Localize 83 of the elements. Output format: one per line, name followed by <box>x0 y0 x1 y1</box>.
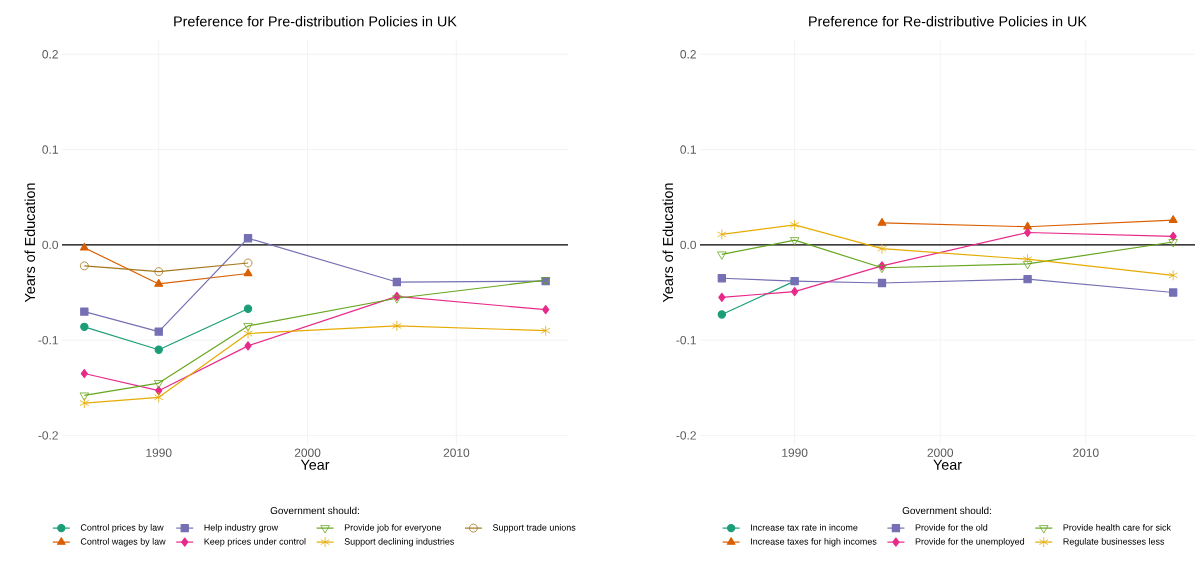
y-tick-label: -0.2 <box>38 431 58 440</box>
point <box>1023 221 1032 230</box>
legend-label: Provide for the old <box>915 524 988 531</box>
point <box>80 368 88 379</box>
point <box>154 391 164 403</box>
legend-label: Provide for the unemployed <box>915 538 1025 547</box>
point <box>1022 253 1033 265</box>
legend-label: Help industry grow <box>204 524 279 533</box>
point <box>243 258 253 268</box>
chart-title: Preference for Re-distributive Policies in UK <box>809 15 1087 27</box>
legend-label: Keep prices under control <box>204 538 306 547</box>
point <box>79 397 90 409</box>
y-tick-label: 0.0 <box>42 240 59 250</box>
point <box>717 229 727 240</box>
point <box>717 274 727 283</box>
point <box>80 322 89 332</box>
legend-label: Control prices by law <box>80 524 164 533</box>
y-tick-label: -0.1 <box>676 335 696 345</box>
y-axis-title: Years of Education <box>662 183 674 303</box>
y-tick-label: 0.2 <box>42 50 58 59</box>
point <box>154 327 163 336</box>
y-tick-label: 0.1 <box>42 145 58 154</box>
point <box>1023 227 1032 238</box>
x-axis-title: Year <box>933 459 962 470</box>
x-tick-label: 2000 <box>294 448 321 457</box>
point <box>392 320 402 332</box>
y-tick-label: -0.2 <box>676 431 696 440</box>
y-tick-label: -0.1 <box>38 335 58 345</box>
point <box>154 345 163 354</box>
x-tick-label: 1990 <box>146 448 172 457</box>
x-axis-title: Year <box>300 459 330 470</box>
legend-title: Government should: <box>902 506 991 515</box>
point <box>877 217 887 226</box>
x-tick-label: 1990 <box>782 448 808 457</box>
legend-label: Increase tax rate in income <box>751 524 858 531</box>
point <box>717 310 727 319</box>
y-axis-title: Years of Education <box>24 183 36 303</box>
point <box>243 234 253 243</box>
point <box>877 243 887 255</box>
point <box>243 322 253 332</box>
point <box>1023 275 1032 284</box>
point <box>789 219 800 231</box>
point <box>877 278 887 288</box>
point <box>789 237 800 246</box>
point <box>154 380 164 389</box>
y-tick-label: 0.1 <box>680 145 696 154</box>
point <box>244 341 252 351</box>
x-tick-label: 2010 <box>443 448 470 457</box>
legend-label: Support trade unions <box>492 524 576 533</box>
point <box>1168 239 1178 248</box>
point <box>154 278 164 287</box>
point <box>80 307 89 316</box>
point <box>717 251 727 260</box>
point <box>154 267 164 276</box>
point <box>79 242 89 251</box>
point <box>243 268 253 277</box>
point <box>79 392 90 401</box>
point <box>243 304 253 313</box>
point <box>791 286 799 297</box>
point <box>79 261 89 271</box>
legend-title: Government should: <box>270 506 359 515</box>
point <box>243 328 253 339</box>
legend-label: Control wages by law <box>80 538 166 547</box>
legend-label: Increase taxes for high incomes <box>751 538 877 547</box>
point <box>1168 288 1178 297</box>
point <box>392 277 402 287</box>
x-tick-label: 2010 <box>1073 448 1099 457</box>
x-tick-label: 2000 <box>927 448 954 457</box>
point <box>1168 215 1178 223</box>
legend-label: Support declining industries <box>344 538 454 547</box>
y-tick-label: 0.2 <box>680 50 696 59</box>
point <box>718 292 726 302</box>
legend-label: Regulate businesses less <box>1063 538 1165 547</box>
point <box>540 325 551 337</box>
point <box>1169 231 1177 241</box>
chart-title: Preference for Pre-distribution Policies in UK <box>174 15 457 27</box>
legend-label: Provide job for everyone <box>344 524 441 533</box>
y-tick-label: 0.0 <box>680 240 697 250</box>
point <box>392 295 402 304</box>
point <box>542 305 550 315</box>
legend-label: Provide health care for sick <box>1063 524 1171 531</box>
point <box>1168 269 1178 281</box>
point <box>1022 261 1033 270</box>
